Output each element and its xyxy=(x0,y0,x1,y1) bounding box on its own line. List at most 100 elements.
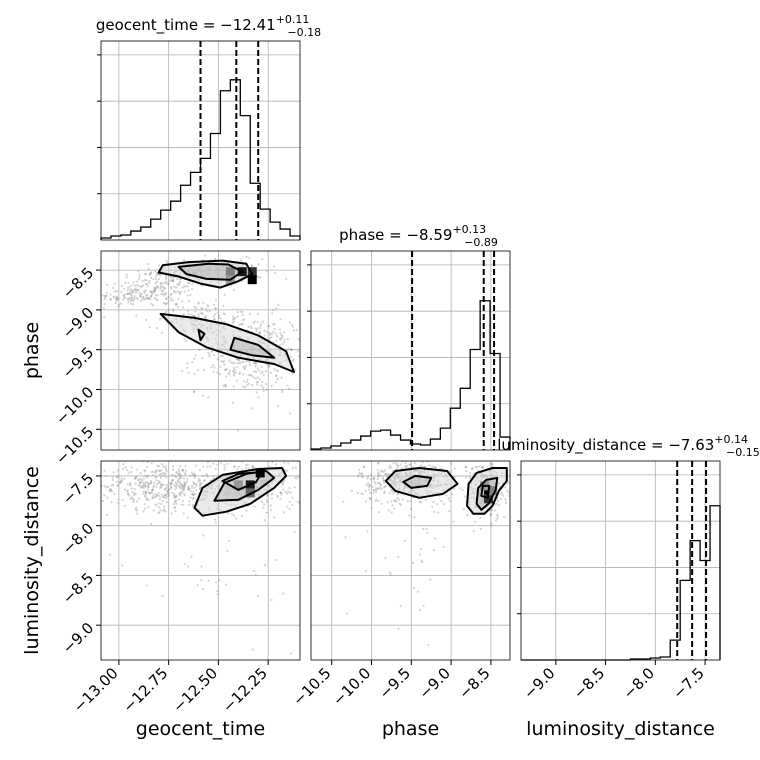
y-tick-label: −9.0 xyxy=(59,304,97,342)
sample-point xyxy=(253,320,256,323)
sample-point xyxy=(388,492,391,495)
sample-point xyxy=(278,344,282,347)
sample-point xyxy=(433,549,436,552)
sample-point xyxy=(214,468,217,471)
sample-point xyxy=(147,485,150,489)
sample-point xyxy=(271,492,274,495)
sample-point xyxy=(175,495,178,498)
sample-point xyxy=(130,299,133,302)
sample-point xyxy=(232,366,235,370)
sample-point xyxy=(178,282,181,285)
contour-line xyxy=(221,470,264,491)
sample-point xyxy=(249,373,252,377)
panel-content xyxy=(101,254,300,432)
sample-point xyxy=(193,473,196,476)
sample-point xyxy=(283,338,286,341)
sample-point xyxy=(179,490,183,493)
sample-point xyxy=(127,281,130,285)
sample-point xyxy=(257,396,260,399)
sample-point xyxy=(223,368,227,372)
sample-point xyxy=(249,363,252,366)
sample-point xyxy=(274,381,278,384)
sample-point xyxy=(172,276,175,279)
sample-point xyxy=(125,276,128,279)
sample-point xyxy=(187,488,190,491)
sample-point xyxy=(396,492,399,495)
sample-point xyxy=(164,510,167,513)
sample-point xyxy=(291,503,294,506)
sample-point xyxy=(145,498,148,501)
sample-point xyxy=(239,323,242,326)
sample-point xyxy=(269,504,272,507)
sample-point xyxy=(207,579,210,582)
sample-point xyxy=(106,513,109,517)
sample-point xyxy=(146,461,149,464)
sample-point xyxy=(225,368,228,371)
sample-point xyxy=(241,314,244,317)
sample-point xyxy=(127,297,130,300)
sample-point xyxy=(150,489,153,492)
sample-point xyxy=(178,492,181,495)
sample-point xyxy=(200,565,203,568)
sample-point xyxy=(372,478,376,481)
sample-point xyxy=(190,492,194,496)
x-axis-label-luminosity_distance: luminosity_distance xyxy=(526,718,715,740)
sample-point xyxy=(200,579,203,582)
sample-point xyxy=(133,296,136,300)
sample-point xyxy=(434,537,437,540)
sample-point xyxy=(157,277,161,281)
sample-point xyxy=(175,482,179,486)
sample-point xyxy=(117,498,120,501)
sample-point xyxy=(260,322,263,325)
sample-point xyxy=(490,508,493,511)
sample-point xyxy=(132,493,136,497)
y-tick-label: −10.0 xyxy=(52,383,97,428)
sample-point xyxy=(370,498,373,501)
panel-geocent_time-vs-luminosity_distance xyxy=(100,460,301,661)
sample-point xyxy=(256,595,260,598)
sample-point xyxy=(128,292,131,295)
sample-point xyxy=(157,492,160,495)
sample-point xyxy=(232,288,236,292)
sample-point xyxy=(126,292,129,295)
sample-point xyxy=(138,273,141,276)
sample-point xyxy=(214,307,217,310)
sample-point xyxy=(265,330,269,334)
sample-point xyxy=(161,499,164,503)
sample-point xyxy=(127,493,130,496)
sample-point xyxy=(149,522,153,526)
sample-point xyxy=(228,539,231,542)
sample-point xyxy=(397,627,400,630)
sample-point xyxy=(151,492,154,495)
sample-point xyxy=(165,278,168,281)
sample-point xyxy=(107,485,110,488)
sample-point xyxy=(288,507,291,511)
sample-point xyxy=(412,586,416,590)
sample-point xyxy=(256,380,259,384)
panel-phase-vs-luminosity_distance xyxy=(310,460,511,661)
sample-point xyxy=(390,511,393,514)
sample-point xyxy=(479,517,482,520)
sample-point xyxy=(199,479,202,482)
sample-point xyxy=(159,281,163,285)
sample-point xyxy=(157,502,160,505)
sample-point xyxy=(165,261,169,264)
sample-point xyxy=(374,499,377,503)
sample-point xyxy=(208,309,211,313)
sample-point xyxy=(170,491,173,494)
sample-point xyxy=(167,485,170,488)
sample-point xyxy=(148,297,152,301)
sample-point xyxy=(178,291,181,294)
contour-line xyxy=(197,328,206,342)
sample-point xyxy=(212,475,215,478)
sample-point xyxy=(194,492,197,495)
sample-point xyxy=(139,295,142,298)
sample-point xyxy=(118,303,121,306)
sample-point xyxy=(388,464,392,467)
sample-point xyxy=(288,321,291,324)
sample-point xyxy=(134,476,137,479)
sample-point xyxy=(191,505,195,508)
sample-point xyxy=(192,493,196,496)
x-tick-label: −12.75 xyxy=(120,664,172,716)
contour-line xyxy=(229,336,276,359)
